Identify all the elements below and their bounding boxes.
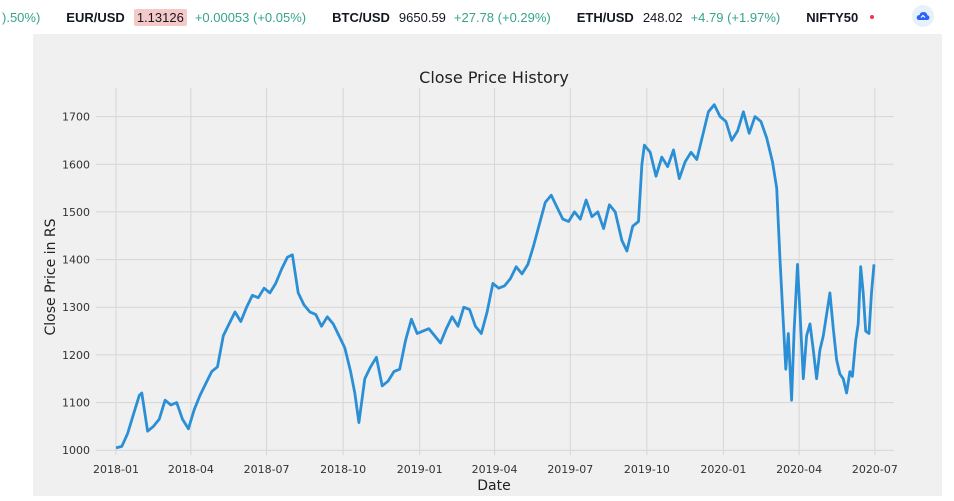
x-tick-label: 2020-01 <box>700 463 746 476</box>
x-tick-label: 2019-10 <box>624 463 670 476</box>
y-tick-label: 1500 <box>62 206 90 219</box>
x-tick-label: 2020-04 <box>776 463 822 476</box>
x-tick-label: 2018-07 <box>244 463 290 476</box>
x-tick-label: 2020-07 <box>852 463 898 476</box>
live-status-dot <box>870 15 875 19</box>
ticker-item[interactable]: EUR/USD 1.13126 +0.00053 (+0.05%) <box>66 8 307 26</box>
ticker-item[interactable]: NIFTY50 <box>806 9 875 25</box>
price-chart: 1000 1100 1200 1300 1400 1500 1600 1700 2018-01… <box>43 68 898 494</box>
y-axis-label: Close Price in RS <box>43 218 59 335</box>
ticker-price: 9650.59 <box>398 9 446 25</box>
ticker-tape: ).50%) EUR/USD 1.13126 +0.00053 (+0.05%) BTC… <box>0 0 954 34</box>
y-tick-label: 1700 <box>62 111 90 124</box>
x-tick-label: 2019-01 <box>397 463 443 476</box>
ticker-symbol: NIFTY50 <box>806 9 859 25</box>
ticker-price: 1.13126 <box>133 8 187 26</box>
cloud-icon-glyph <box>916 12 930 20</box>
ticker-item[interactable]: ).50%) <box>2 10 40 25</box>
ticker-change: +27.78 (+0.29%) <box>453 9 551 25</box>
ticker-item[interactable]: BTC/USD 9650.59 +27.78 (+0.29%) <box>332 10 551 25</box>
ticker-symbol: ETH/USD <box>576 9 634 25</box>
y-tick-label: 1300 <box>62 301 90 314</box>
ticker-symbol: EUR/USD <box>66 9 125 25</box>
y-tick-label: 1600 <box>62 158 90 171</box>
y-tick-label: 1200 <box>62 349 90 362</box>
ticker-symbol: BTC/USD <box>332 9 390 25</box>
x-tick-label: 2018-10 <box>320 463 366 476</box>
ticker-change: +0.00053 (+0.05%) <box>194 9 307 25</box>
ticker-change: ).50%) <box>2 9 41 25</box>
ticker-price: 248.02 <box>642 9 683 25</box>
x-tick-label: 2018-04 <box>168 463 214 476</box>
y-tick-label: 1400 <box>62 254 90 267</box>
ticker-change: +4.79 (+1.97%) <box>690 9 781 25</box>
close-price-line <box>115 103 876 450</box>
x-axis-label: Date <box>477 478 510 494</box>
y-tick-label: 1000 <box>62 444 90 457</box>
chart-panel: 1000 1100 1200 1300 1400 1500 1600 1700 2018-01… <box>33 34 942 496</box>
chart-title: Close Price History <box>419 68 569 87</box>
x-tick-label: 2018-01 <box>93 463 139 476</box>
y-tick-label: 1100 <box>62 397 90 410</box>
ticker-item[interactable]: ETH/USD 248.02 +4.79 (+1.97%) <box>577 10 780 25</box>
x-tick-label: 2019-04 <box>472 463 518 476</box>
tradingview-cloud-icon[interactable] <box>912 5 934 27</box>
x-tick-label: 2019-07 <box>547 463 593 476</box>
